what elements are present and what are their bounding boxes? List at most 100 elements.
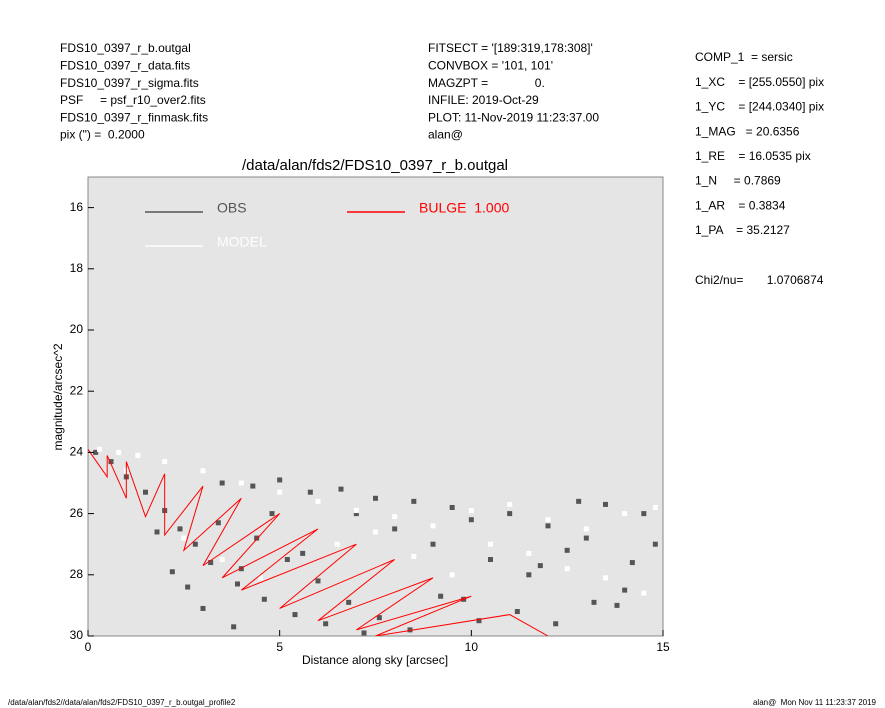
point — [468, 517, 474, 523]
x-axis-label: Distance along sky [arcsec] — [302, 653, 448, 667]
point — [219, 557, 225, 562]
parameter: 1_MAG = 20.6356 — [695, 124, 800, 138]
point — [449, 572, 455, 578]
point — [411, 498, 417, 504]
bulge-line — [88, 449, 549, 636]
point — [231, 624, 237, 630]
point — [346, 599, 352, 605]
point — [411, 553, 417, 559]
header-line: CONVBOX = '101, 101' — [428, 58, 553, 72]
point — [292, 612, 298, 618]
point — [116, 449, 122, 455]
y-tick-label: 28 — [70, 567, 84, 581]
y-tick-label: 18 — [70, 261, 84, 275]
point — [135, 452, 141, 458]
point — [476, 618, 482, 624]
point — [526, 550, 532, 556]
point — [407, 627, 413, 633]
point — [300, 550, 306, 556]
point — [641, 590, 647, 596]
point — [215, 520, 221, 526]
point — [261, 596, 267, 602]
header-line: FITSECT = '[189:319,178:308]' — [428, 41, 593, 55]
point — [622, 587, 628, 593]
x-tick-label: 15 — [656, 640, 670, 654]
x-tick-label: 10 — [465, 640, 479, 654]
point — [269, 511, 275, 517]
legend-label: MODEL — [217, 234, 267, 250]
point — [553, 621, 559, 627]
point — [238, 480, 244, 486]
point — [97, 446, 102, 452]
point — [108, 459, 114, 465]
point — [376, 615, 382, 621]
point — [583, 526, 589, 532]
point — [361, 630, 367, 636]
point — [315, 498, 321, 504]
plot-area — [87, 176, 664, 637]
point — [488, 557, 493, 562]
header-line: FDS10_0397_r_data.fits — [60, 58, 190, 72]
point — [162, 459, 168, 465]
header-line: PSF = psf_r10_over2.fits — [60, 93, 206, 107]
parameter: COMP_1 = sersic — [695, 50, 793, 64]
point — [250, 483, 256, 489]
point — [603, 501, 608, 507]
footer-right: alan@ Mon Nov 11 11:23:37 2019 — [753, 698, 877, 707]
point — [564, 547, 570, 553]
header-line: INFILE: 2019-Oct-29 — [428, 93, 539, 107]
parameter: 1_N = 0.7869 — [695, 174, 781, 188]
point — [200, 605, 206, 611]
point — [143, 489, 148, 495]
header-line: FDS10_0397_r_finmask.fits — [60, 110, 208, 124]
point — [438, 593, 444, 599]
parameter: 1_AR = 0.3834 — [695, 198, 786, 212]
point — [652, 541, 658, 547]
point — [338, 486, 344, 492]
point — [507, 511, 513, 517]
point — [545, 523, 551, 529]
point — [93, 449, 99, 455]
header-line: alan@ — [428, 128, 463, 142]
y-axis-label: magnitude/arcsec^2 — [51, 343, 65, 450]
point — [238, 566, 244, 572]
point — [284, 557, 290, 562]
header-line: PLOT: 11-Nov-2019 11:23:37.00 — [428, 110, 599, 124]
point — [430, 523, 436, 529]
point — [307, 489, 313, 495]
chi2: Chi2/nu= 1.0706874 — [695, 273, 824, 287]
point — [315, 578, 321, 584]
point — [277, 477, 283, 483]
header-line: pix (") = 0.2000 — [60, 128, 145, 142]
point — [235, 581, 240, 587]
parameter: 1_PA = 35.2127 — [695, 223, 790, 237]
point — [353, 511, 359, 517]
point — [449, 504, 455, 510]
point — [177, 526, 183, 532]
chart-title: /data/alan/fds2/FDS10_0397_r_b.outgal — [242, 157, 508, 174]
y-tick-label: 22 — [70, 383, 84, 397]
point — [208, 560, 214, 566]
x-tick-label: 0 — [85, 640, 92, 654]
point — [430, 541, 436, 547]
point — [641, 511, 647, 517]
point — [468, 508, 474, 514]
plot-marks — [88, 446, 658, 636]
point — [583, 535, 589, 541]
parameter: 1_YC = [244.0340] pix — [695, 100, 824, 114]
y-tick-label: 20 — [70, 322, 84, 336]
point — [526, 572, 532, 578]
point — [185, 584, 191, 590]
point — [323, 621, 329, 627]
parameter: 1_XC = [255.0550] pix — [695, 75, 824, 89]
point — [614, 602, 620, 608]
header-line: FDS10_0397_r_b.outgal — [60, 41, 191, 55]
point — [537, 563, 543, 569]
point — [507, 501, 513, 507]
point — [591, 599, 597, 605]
point — [392, 514, 398, 520]
point — [603, 575, 608, 581]
y-tick-label: 16 — [70, 200, 84, 214]
point — [219, 480, 225, 486]
